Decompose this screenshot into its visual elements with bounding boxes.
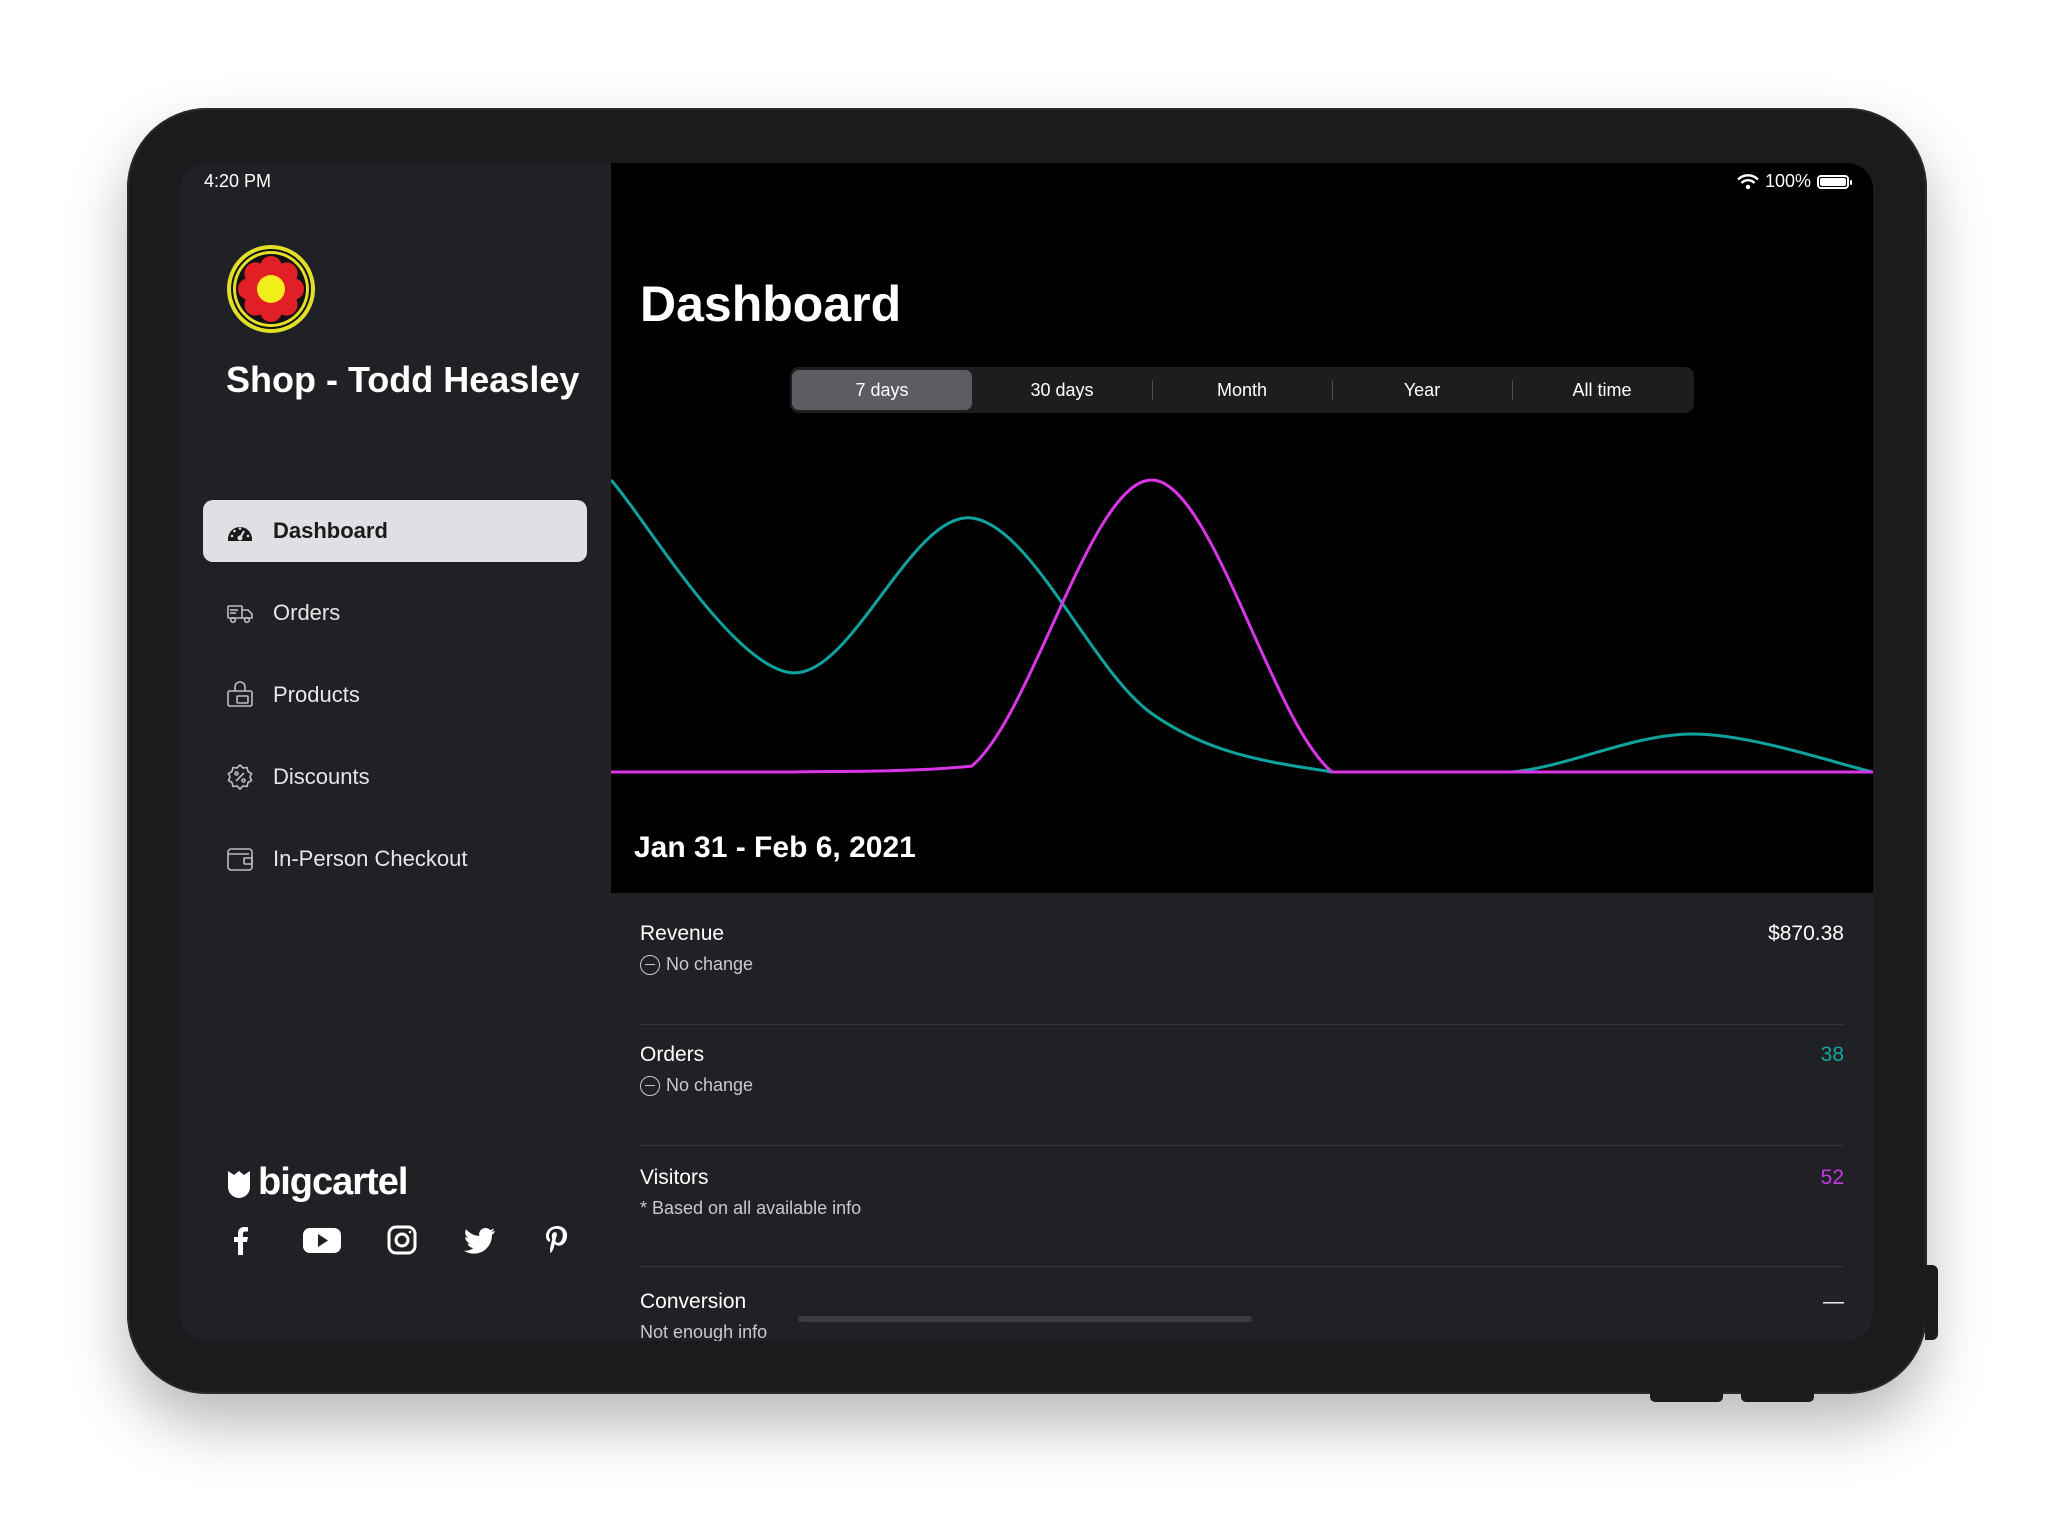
battery-icon (1817, 174, 1852, 189)
time-range-selector: 7 days 30 days Month Year All time (790, 367, 1694, 413)
twitter-icon[interactable] (463, 1223, 497, 1257)
sidebar-item-label: In-Person Checkout (273, 846, 468, 871)
stat-revenue[interactable]: Revenue No change $870.38 (640, 922, 1844, 975)
screen: 4:20 PM Shop - Todd Heasley (180, 163, 1873, 1341)
no-change-icon (640, 1075, 660, 1096)
no-change-icon (640, 954, 660, 975)
brand-name: bigcartel (258, 1161, 408, 1203)
wifi-icon (1737, 173, 1759, 189)
stat-label: Visitors (640, 1166, 709, 1189)
stat-change: No change (666, 954, 754, 974)
stat-change: No change (666, 1075, 754, 1095)
page-title: Dashboard (640, 276, 902, 332)
youtube-icon[interactable] (302, 1223, 342, 1257)
stat-visitors[interactable]: Visitors * Based on all available info 5… (640, 1166, 1844, 1219)
sidebar-item-label: Orders (273, 600, 341, 625)
stat-label: Revenue (640, 922, 725, 945)
status-bar-right: 100% (1737, 171, 1852, 192)
tab-year[interactable]: Year (1332, 370, 1512, 410)
bigcartel-bag-icon (228, 1170, 250, 1198)
shop-logo (227, 245, 315, 333)
pinterest-icon[interactable] (540, 1223, 574, 1257)
tab-7-days[interactable]: 7 days (792, 370, 972, 410)
dashboard-icon (228, 527, 252, 541)
sidebar-item-dashboard[interactable]: Dashboard (203, 500, 587, 562)
volume-up-button (1650, 1392, 1723, 1402)
sidebar-item-products[interactable]: Products (203, 664, 587, 726)
sidebar-item-label: Products (273, 682, 360, 707)
stat-label: Orders (640, 1043, 705, 1066)
sidebar-item-discounts[interactable]: Discounts (203, 746, 587, 808)
divider (640, 1024, 1844, 1025)
chart-series-line-0 (611, 478, 1873, 774)
status-time: 4:20 PM (204, 171, 272, 191)
stat-orders[interactable]: Orders No change 38 (640, 1043, 1844, 1096)
tab-month[interactable]: Month (1152, 370, 1332, 410)
stat-note: * Based on all available info (640, 1198, 862, 1218)
volume-down-button (1741, 1392, 1814, 1402)
stat-note: Not enough info (640, 1322, 768, 1341)
main-panel: 100% Dashboard 7 days 30 days Month Year… (611, 163, 1873, 1341)
sidebar-item-label: Discounts (273, 764, 370, 789)
stat-value: $870.38 (1768, 922, 1844, 945)
side-button (1925, 1265, 1938, 1340)
discount-badge-icon (227, 763, 253, 791)
stat-conversion[interactable]: Conversion Not enough info — (640, 1290, 1844, 1341)
stat-value: 52 (1820, 1166, 1844, 1189)
stat-value: — (1823, 1290, 1844, 1313)
truck-icon (227, 605, 253, 624)
wallet-icon (227, 848, 253, 871)
date-range: Jan 31 - Feb 6, 2021 (634, 831, 916, 864)
tab-30-days[interactable]: 30 days (1030, 380, 1094, 400)
battery-percent: 100% (1764, 171, 1811, 191)
bigcartel-logo[interactable]: bigcartel (226, 1161, 408, 1204)
instagram-icon[interactable] (385, 1223, 419, 1257)
shop-name: Shop - Todd Heasley (226, 359, 580, 400)
stat-label: Conversion (640, 1290, 747, 1313)
social-links (224, 1223, 574, 1257)
divider (640, 1266, 1844, 1267)
tab-all-time[interactable]: All time (1512, 370, 1692, 410)
chart-series-line-1 (611, 478, 1873, 774)
shopping-bag-icon (227, 681, 253, 707)
sidebar-item-orders[interactable]: Orders (203, 582, 587, 644)
stats-chart (611, 478, 1873, 774)
stat-value: 38 (1820, 1043, 1844, 1066)
home-indicator (798, 1316, 1252, 1322)
facebook-icon[interactable] (224, 1223, 258, 1257)
sidebar-item-in-person-checkout[interactable]: In-Person Checkout (203, 828, 587, 890)
divider (640, 1145, 1844, 1146)
stats-list: Revenue No change $870.38 Orders No chan… (611, 893, 1873, 1341)
sidebar: 4:20 PM Shop - Todd Heasley (180, 163, 611, 1341)
sidebar-item-label: Dashboard (273, 518, 388, 543)
